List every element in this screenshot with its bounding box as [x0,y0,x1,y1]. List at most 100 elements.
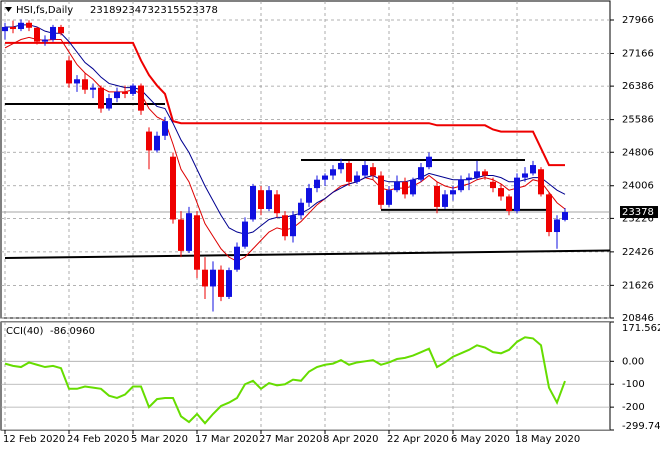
candle-body [522,173,528,178]
candle-body [34,27,40,42]
candle-body [10,26,16,30]
candle-body [154,135,160,151]
price-plot [1,19,610,312]
candle-body [458,179,464,191]
price-label-box [620,206,658,219]
candle-body [530,165,536,174]
axes: 27966 27166 26386 25586 24806 24006 23226 22426… [3,15,660,445]
candle-body [26,22,32,28]
candle-body [562,212,568,220]
x-tick-label: 18 May 2020 [515,434,580,445]
ohlc-close: 23378 [186,5,218,16]
cci-tick-label: 171.5627 [622,323,660,334]
candle-body [210,269,216,287]
candle-body [82,79,88,90]
x-tick-label: 5 Mar 2020 [131,434,188,445]
candle-body [274,194,280,214]
candle-body [218,269,224,297]
candle-body [242,221,248,247]
cci-plot [1,322,610,430]
y-tick-label: 26386 [622,81,654,92]
candle-body [306,188,312,203]
candle-body [506,196,512,212]
x-tick-label: 17 Mar 2020 [195,434,258,445]
menu-triangle[interactable] [5,7,12,12]
cci-tick-label: 0.00 [622,356,644,367]
candle-body [378,175,384,205]
candle-body [58,26,64,34]
x-tick-label: 6 May 2020 [451,434,510,445]
candle-body [354,175,360,182]
candle-body [538,169,544,195]
candle-body [178,219,184,251]
candle-body [2,26,8,32]
candle-body [410,179,416,195]
candle-body [290,215,296,237]
candle-body [330,169,336,176]
candle-body [266,190,272,210]
y-tick-label: 22426 [622,247,654,258]
candle-body [258,190,264,210]
candle-body [202,269,208,287]
trendline [4,249,610,259]
candle-body [426,156,432,168]
candle-body [50,26,56,40]
cci-line [4,336,566,425]
cci-title: CCI(40) [6,326,44,337]
candle-body [442,194,448,207]
y-tick-label: 25586 [622,115,654,126]
cci-tick-label: -200 [622,402,645,413]
price-label: 23378 [622,207,654,218]
candle-body [346,162,352,182]
x-tick-label: 22 Apr 2020 [387,434,449,445]
candle-body [338,162,344,170]
candle-body [450,190,456,195]
ohlc-high: 23473 [122,5,154,16]
candle-body [138,85,144,111]
y-tick-label: 23226 [622,213,654,224]
ohlc-low: 23155 [154,5,186,16]
candle-body [322,175,328,180]
y-tick-label: 27966 [622,15,654,26]
candle-body [514,177,520,212]
candle-body [226,270,232,297]
candle-body [170,156,176,220]
candle-body [546,194,552,233]
candle-body [234,246,240,270]
candle-body [122,91,128,94]
candle-body [466,177,472,180]
ohlc-open: 23189 [90,5,122,16]
y-tick-label: 24806 [622,147,654,158]
x-tick-label: 27 Mar 2020 [259,434,322,445]
candle-body [282,215,288,237]
candle-body [386,190,392,205]
candle-body [434,185,440,207]
candle-body [370,167,376,176]
candle-body [314,179,320,189]
candle-body [130,85,136,94]
candle-body [66,60,72,84]
candle-body [162,121,168,136]
x-tick-label: 24 Feb 2020 [67,434,129,445]
main-pane [0,0,611,319]
x-tick-label: 8 Apr 2020 [323,434,378,445]
candle-body [18,22,24,30]
y-tick-label: 21626 [622,280,654,291]
candle-body [498,188,504,197]
candle-body [98,87,104,109]
cci-tick-label: -100 [622,379,645,390]
candle-body [394,181,400,191]
symbol: HSI,fs,Daily [16,5,73,16]
candle-body [250,185,256,220]
cci-last: -86.0960 [50,326,95,337]
candle-body [418,167,424,180]
candle-body [114,91,120,99]
candle-body [42,39,48,42]
x-tick-label: 12 Feb 2020 [3,434,65,445]
candle-body [106,98,112,109]
candle-body [186,213,192,251]
candle-body [194,215,200,270]
